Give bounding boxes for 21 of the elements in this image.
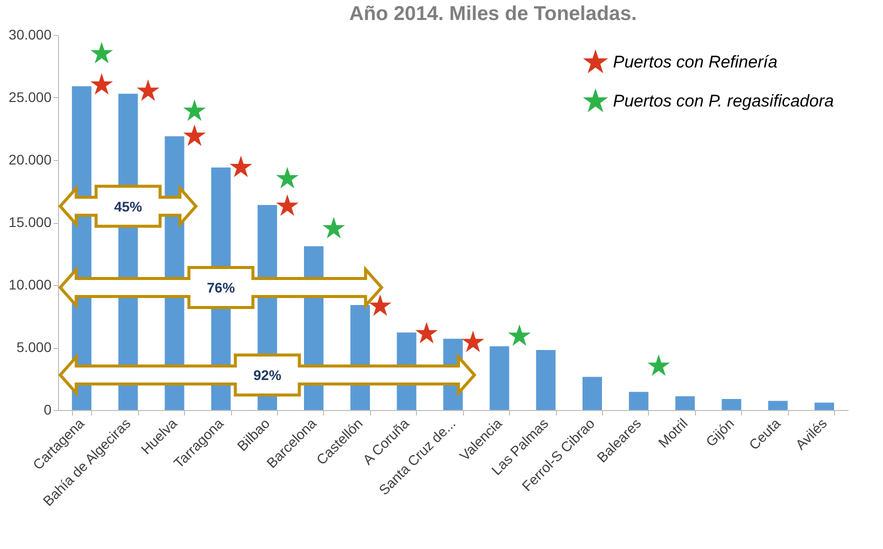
bar xyxy=(536,350,556,410)
annotation: 45% xyxy=(114,198,143,214)
y-tick-label: 5.000 xyxy=(16,339,52,355)
bar xyxy=(768,400,788,410)
bar xyxy=(814,402,834,410)
chart-title: Año 2014. Miles de Toneladas. xyxy=(349,3,637,25)
bar xyxy=(675,396,695,410)
bar xyxy=(582,376,602,410)
y-tick-label: 20.000 xyxy=(8,152,52,168)
y-tick-label: 25.000 xyxy=(8,89,52,105)
legend-label: Puertos con Refinería xyxy=(613,52,778,72)
y-tick-label: 15.000 xyxy=(8,214,52,230)
legend-label: Puertos con P. regasificadora xyxy=(613,92,834,110)
bar xyxy=(490,346,510,410)
annotation: 92% xyxy=(253,367,282,383)
bar xyxy=(628,392,648,410)
y-tick-label: 10.000 xyxy=(8,276,52,292)
annotation: 76% xyxy=(206,280,236,296)
y-tick-label: 0 xyxy=(44,402,52,418)
y-tick-label: 30.000 xyxy=(8,26,52,42)
bar xyxy=(722,399,742,410)
